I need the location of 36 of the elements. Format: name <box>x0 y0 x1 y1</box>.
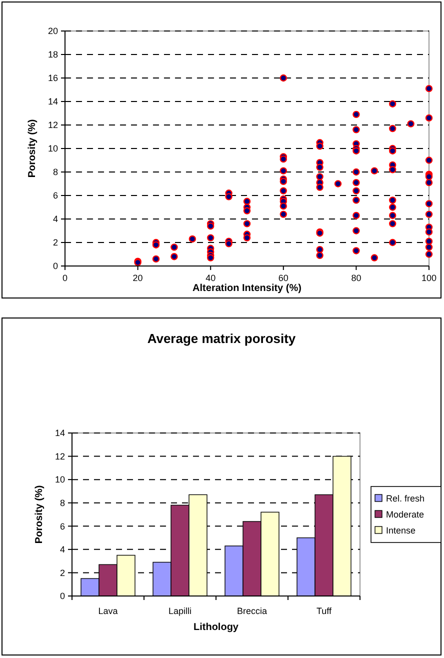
x-tick-label: 60 <box>278 273 288 283</box>
y-tick-label: 6 <box>60 521 65 532</box>
legend-label: Rel. fresh <box>386 494 425 504</box>
x-tick-label: Tuff <box>316 606 332 616</box>
x-tick-label: 40 <box>206 273 216 283</box>
y-tick-label: 14 <box>48 96 58 107</box>
legend-label: Intense <box>386 526 416 536</box>
y-axis-title: Porosity (%) <box>27 119 38 178</box>
y-tick-label: 16 <box>48 73 58 84</box>
x-tick-label: Lapilli <box>168 606 192 616</box>
legend-label: Moderate <box>386 510 424 520</box>
y-tick-label: 8 <box>52 167 58 178</box>
y-tick-label: 4 <box>52 214 58 224</box>
x-axis-title: Alteration Intensity (%) <box>192 283 302 294</box>
y-tick-label: 6 <box>52 190 58 201</box>
y-tick-label: 2 <box>52 238 58 248</box>
y-tick-label: 10 <box>54 474 65 485</box>
y-tick-label: 2 <box>60 568 65 578</box>
y-tick-label: 12 <box>48 120 58 130</box>
y-axis-title: Porosity (%) <box>34 485 45 544</box>
y-tick-label: 14 <box>54 428 65 438</box>
y-tick-label: 10 <box>48 144 58 154</box>
x-tick-label: 100 <box>421 273 437 283</box>
chart-title: Average matrix porosity <box>147 331 296 346</box>
x-tick-label: 20 <box>132 273 143 283</box>
y-tick-label: 0 <box>60 591 65 602</box>
y-tick-label: 20 <box>48 26 58 36</box>
x-tick-label: Lava <box>98 606 118 616</box>
y-tick-label: 0 <box>52 261 58 272</box>
x-axis-title: Lithology <box>194 622 239 633</box>
y-tick-label: 12 <box>54 451 65 462</box>
y-tick-label: 8 <box>60 498 65 508</box>
x-tick-label: 80 <box>351 273 362 283</box>
y-tick-label: 18 <box>48 50 58 60</box>
x-tick-label: Breccia <box>236 606 268 616</box>
y-tick-label: 4 <box>60 544 65 555</box>
